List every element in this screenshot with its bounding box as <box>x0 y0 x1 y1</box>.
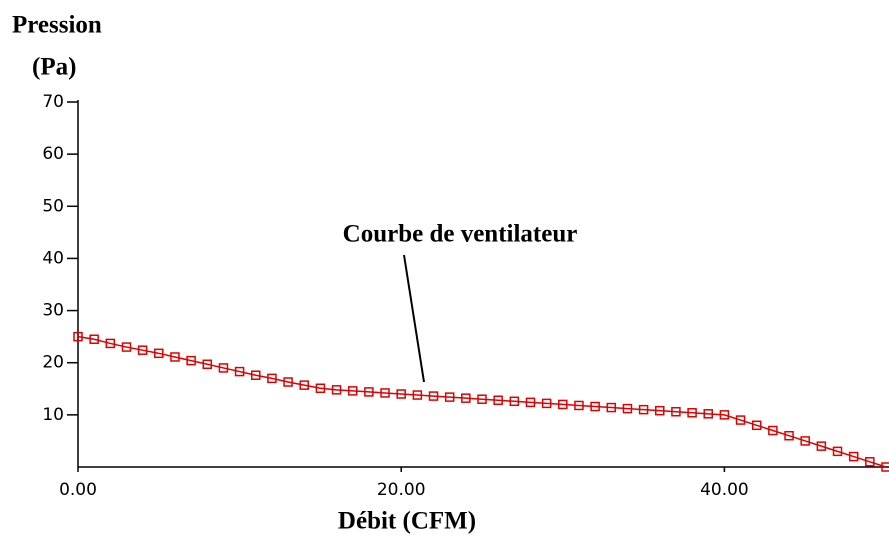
point-marker <box>202 359 213 370</box>
point-marker <box>89 334 99 344</box>
point-marker <box>525 397 536 408</box>
point-marker <box>574 400 584 411</box>
point-marker <box>121 342 132 352</box>
point-marker <box>380 388 390 398</box>
point-marker <box>848 451 859 462</box>
point-marker <box>493 395 503 406</box>
y-tick-label: 10 <box>42 405 64 425</box>
x-tick-label: 0.00 <box>59 480 97 500</box>
point-marker <box>412 390 423 400</box>
point-marker <box>638 404 649 415</box>
y-axis-label: Pression <box>12 12 102 39</box>
annotation-pointer <box>403 254 425 383</box>
point-marker <box>703 409 713 419</box>
point-marker <box>622 403 633 414</box>
x-axis-label: Débit (CFM) <box>338 508 476 535</box>
point-marker <box>655 405 665 416</box>
point-marker <box>154 348 164 359</box>
series-line <box>77 335 887 468</box>
point-marker <box>315 383 326 394</box>
point-marker <box>881 462 889 472</box>
point-marker <box>396 389 406 399</box>
y-tick-label: 60 <box>42 144 64 164</box>
point-marker <box>832 446 843 457</box>
point-marker <box>283 377 293 387</box>
point-marker <box>251 370 261 380</box>
point-marker <box>444 392 455 402</box>
annotation: Courbe de ventilateur <box>343 221 578 248</box>
point-marker <box>735 415 746 425</box>
y-axis-label: (Pa) <box>32 54 76 81</box>
point-marker <box>541 398 552 409</box>
point-marker <box>73 331 83 342</box>
point-marker <box>816 441 827 451</box>
point-marker <box>768 425 778 436</box>
point-marker <box>218 363 229 373</box>
point-marker <box>105 338 116 349</box>
point-marker <box>509 396 520 407</box>
y-tick-label: 20 <box>42 353 64 373</box>
point-marker <box>186 355 196 366</box>
point-marker <box>751 420 762 431</box>
point-marker <box>687 408 697 418</box>
point-marker <box>784 430 794 441</box>
point-marker <box>800 436 810 446</box>
point-marker <box>606 402 617 413</box>
point-marker <box>170 352 180 362</box>
point-marker <box>331 385 342 395</box>
point-marker <box>364 387 374 397</box>
y-tick-label: 70 <box>42 92 64 112</box>
point-marker <box>719 410 730 420</box>
point-marker <box>299 380 309 390</box>
y-tick-label: 30 <box>42 301 64 321</box>
point-marker <box>865 457 875 467</box>
point-marker <box>671 406 681 417</box>
point-marker <box>137 345 148 355</box>
point-marker <box>461 393 471 403</box>
point-marker <box>347 386 358 396</box>
x-tick-label: 40.00 <box>700 480 749 500</box>
y-tick-label: 50 <box>42 196 64 216</box>
y-tick-label: 40 <box>42 248 64 268</box>
point-marker <box>267 373 277 384</box>
point-marker <box>477 394 487 404</box>
point-marker <box>590 401 600 412</box>
point-marker <box>428 391 439 401</box>
x-tick-label: 20.00 <box>377 480 426 500</box>
point-marker <box>234 366 245 377</box>
point-marker <box>558 399 568 410</box>
